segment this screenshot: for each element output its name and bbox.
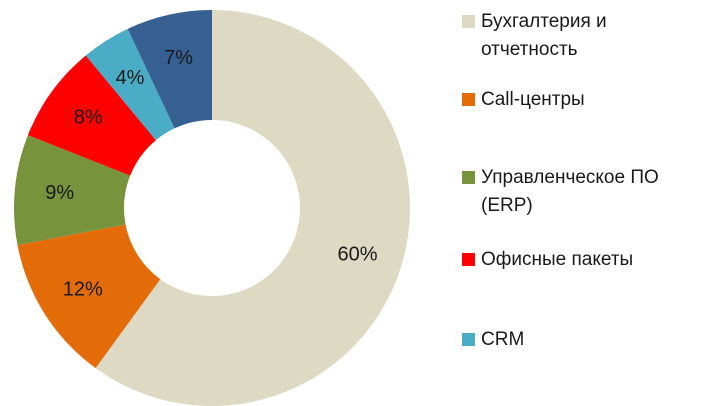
legend-swatch	[462, 253, 475, 266]
legend-label: Управленческое ПО (ERP)	[481, 167, 659, 216]
legend-entry: Бухгалтерия и отчетность	[462, 8, 702, 64]
legend-swatch	[462, 15, 475, 28]
data-label: 9%	[45, 182, 74, 204]
legend-entry: Офисные пакеты	[462, 246, 702, 274]
slice	[27, 55, 156, 176]
slice	[14, 135, 131, 246]
legend-swatch	[462, 171, 475, 184]
legend-label: CRM	[481, 329, 525, 350]
data-label: 12%	[63, 278, 103, 300]
legend-swatch	[462, 93, 475, 106]
slice	[85, 28, 175, 141]
data-label: 8%	[74, 106, 103, 128]
data-label: 60%	[337, 244, 377, 266]
legend-label: Бухгалтерия и отчетность	[481, 11, 607, 60]
slice	[127, 9, 212, 129]
legend-label: Call-центры	[481, 89, 585, 110]
legend-swatch	[462, 333, 475, 346]
legend-label: Офисные пакеты	[481, 249, 634, 270]
slice	[95, 10, 410, 406]
data-label: 4%	[116, 67, 145, 89]
slice	[17, 224, 161, 369]
legend-entry: Call-центры	[462, 86, 702, 114]
legend-entry: Управленческое ПО (ERP)	[462, 164, 702, 220]
legend-entry: CRM	[462, 326, 702, 354]
data-label: 7%	[164, 47, 193, 69]
donut: 60% 12% 9% 8% 4% 7%	[14, 9, 410, 406]
